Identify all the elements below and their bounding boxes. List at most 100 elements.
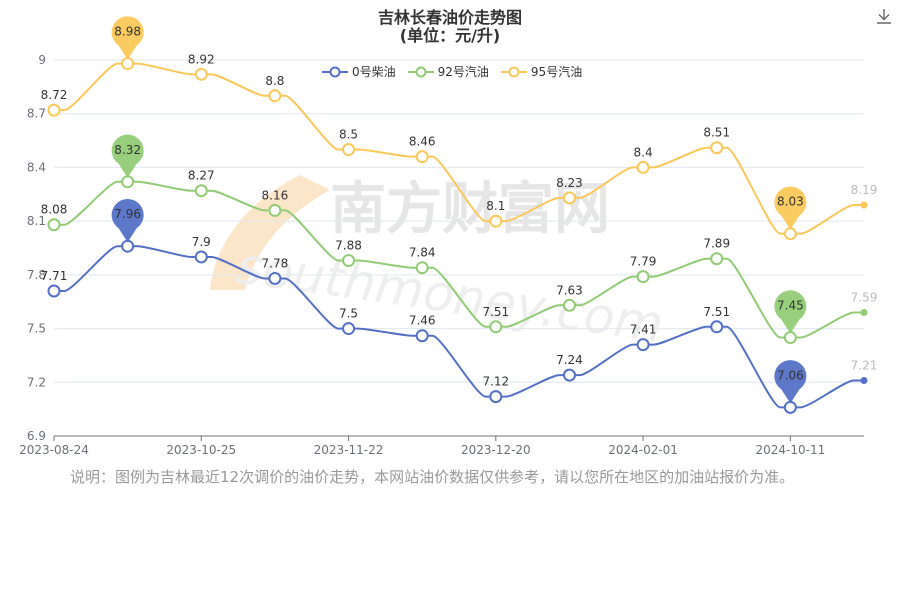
data-point: [562, 191, 576, 205]
legend-label-92: 92号汽油: [437, 65, 489, 79]
data-point: [489, 320, 503, 334]
pin-shape: [774, 186, 807, 230]
data-label: 8.51: [703, 126, 730, 140]
data-label: 7.46: [409, 314, 436, 328]
series-0: 7.71 7.9 7.78 7.5 7.46 7.12 7.24 7.41 7.51 7.21: [41, 235, 878, 414]
y-tick-label: 9: [38, 53, 46, 67]
pin-marker: 8.32: [111, 134, 144, 178]
data-point: [268, 203, 282, 217]
data-label: 8.19: [851, 183, 878, 197]
data-label: 7.51: [703, 305, 730, 319]
pin-marker: 7.45: [774, 290, 807, 334]
legend-item-diesel[interactable]: 0号柴油: [322, 63, 396, 80]
data-point: [562, 298, 576, 312]
legend-line-marker: [500, 66, 527, 77]
data-label: 8.72: [41, 88, 68, 102]
legend-label-95: 95号汽油: [530, 65, 583, 79]
data-point: [489, 214, 503, 228]
y-tick-label: 8.7: [27, 107, 46, 121]
pin-shape: [111, 134, 144, 178]
chart-note: 说明：图例为吉林最近12次调价的油价走势，本网站油价数据仅供参考，请以您所在地区…: [70, 468, 795, 486]
data-point: [710, 252, 724, 266]
pin-marker: 7.96: [111, 198, 144, 243]
data-label: 8.46: [409, 135, 436, 149]
series-line: [54, 62, 864, 235]
pin-label: 8.98: [114, 25, 141, 39]
data-label: 8.27: [188, 169, 215, 183]
legend-line-marker: [407, 66, 434, 77]
pin-label: 7.45: [777, 299, 804, 313]
chart-legend: 0号柴油 92号汽油 95号汽油: [322, 63, 582, 80]
data-point: [415, 150, 429, 164]
download-icon[interactable]: [874, 6, 894, 26]
data-point: [860, 201, 868, 209]
y-tick-label: 7.2: [27, 375, 46, 389]
data-label: 7.78: [262, 256, 289, 270]
data-label: 8.08: [41, 203, 68, 217]
data-point: [342, 322, 356, 336]
pin-label: 7.96: [114, 207, 141, 221]
y-tick-label: 8.4: [27, 160, 46, 174]
data-label: 7.5: [339, 307, 358, 321]
data-point: [415, 329, 429, 343]
series-line: [54, 245, 864, 409]
data-label: 8.4: [634, 145, 653, 159]
pin-label: 7.06: [777, 368, 804, 382]
data-point: [710, 320, 724, 334]
legend-line-marker: [322, 66, 348, 77]
data-label: 7.24: [556, 353, 583, 367]
data-label: 7.21: [851, 358, 878, 372]
data-point: [194, 67, 208, 81]
data-point: [860, 308, 868, 316]
data-label: 7.9: [192, 235, 211, 249]
data-point: [342, 143, 356, 157]
data-label: 8.1: [486, 199, 505, 213]
data-point: [489, 390, 503, 404]
pin-shape: [774, 360, 807, 404]
legend-item-92[interactable]: 92号汽油: [407, 63, 489, 80]
pin-shape: [111, 16, 144, 60]
data-point: [783, 400, 797, 414]
x-tick-label: 2024-10-11: [755, 443, 825, 457]
pin-shape: [111, 198, 144, 243]
x-tick-label: 2024-02-01: [608, 443, 678, 457]
x-tick-label: 2023-11-22: [314, 443, 384, 457]
data-point: [121, 175, 135, 189]
y-tick-label: 7.8: [27, 268, 46, 282]
legend-item-95[interactable]: 95号汽油: [500, 63, 583, 80]
data-point: [47, 218, 61, 232]
data-label: 7.79: [630, 255, 657, 269]
data-point: [194, 250, 208, 264]
data-point: [121, 57, 135, 71]
data-point: [636, 338, 650, 352]
data-point: [636, 160, 650, 174]
y-tick-label: 6.9: [27, 429, 46, 443]
y-tick-label: 7.5: [27, 322, 46, 336]
legend-label-diesel: 0号柴油: [352, 65, 396, 79]
data-label: 8.8: [265, 74, 284, 88]
data-label: 8.5: [339, 128, 358, 142]
data-label: 7.51: [482, 305, 509, 319]
data-label: 7.71: [41, 269, 68, 283]
data-point: [47, 284, 61, 298]
watermark-subtext: southmoney.com: [233, 236, 667, 353]
data-point: [860, 376, 868, 384]
data-label: 8.92: [188, 52, 215, 66]
pin-label: 8.32: [114, 143, 141, 157]
chart-title: 吉林长春油价走势图: [377, 8, 522, 27]
watermark-text: 南方财富网: [330, 177, 610, 242]
data-point: [562, 368, 576, 382]
series-2: 8.72 8.92 8.8 8.5 8.46 8.1 8.23 8.4 8.51 8.19: [41, 52, 878, 241]
data-point: [710, 141, 724, 155]
data-label: 7.12: [482, 375, 509, 389]
data-label: 7.59: [851, 290, 878, 304]
data-point: [268, 271, 282, 285]
data-point: [783, 227, 797, 241]
pin-shape: [774, 290, 807, 334]
series-1: 8.08 8.27 8.16 7.88 7.84 7.51 7.63 7.79 7.89 7.59: [41, 169, 878, 345]
pin-marker: 7.06: [774, 360, 807, 404]
pin-marker: 8.03: [774, 186, 807, 230]
data-label: 7.84: [409, 246, 436, 260]
data-point: [194, 184, 208, 198]
data-point: [636, 270, 650, 284]
